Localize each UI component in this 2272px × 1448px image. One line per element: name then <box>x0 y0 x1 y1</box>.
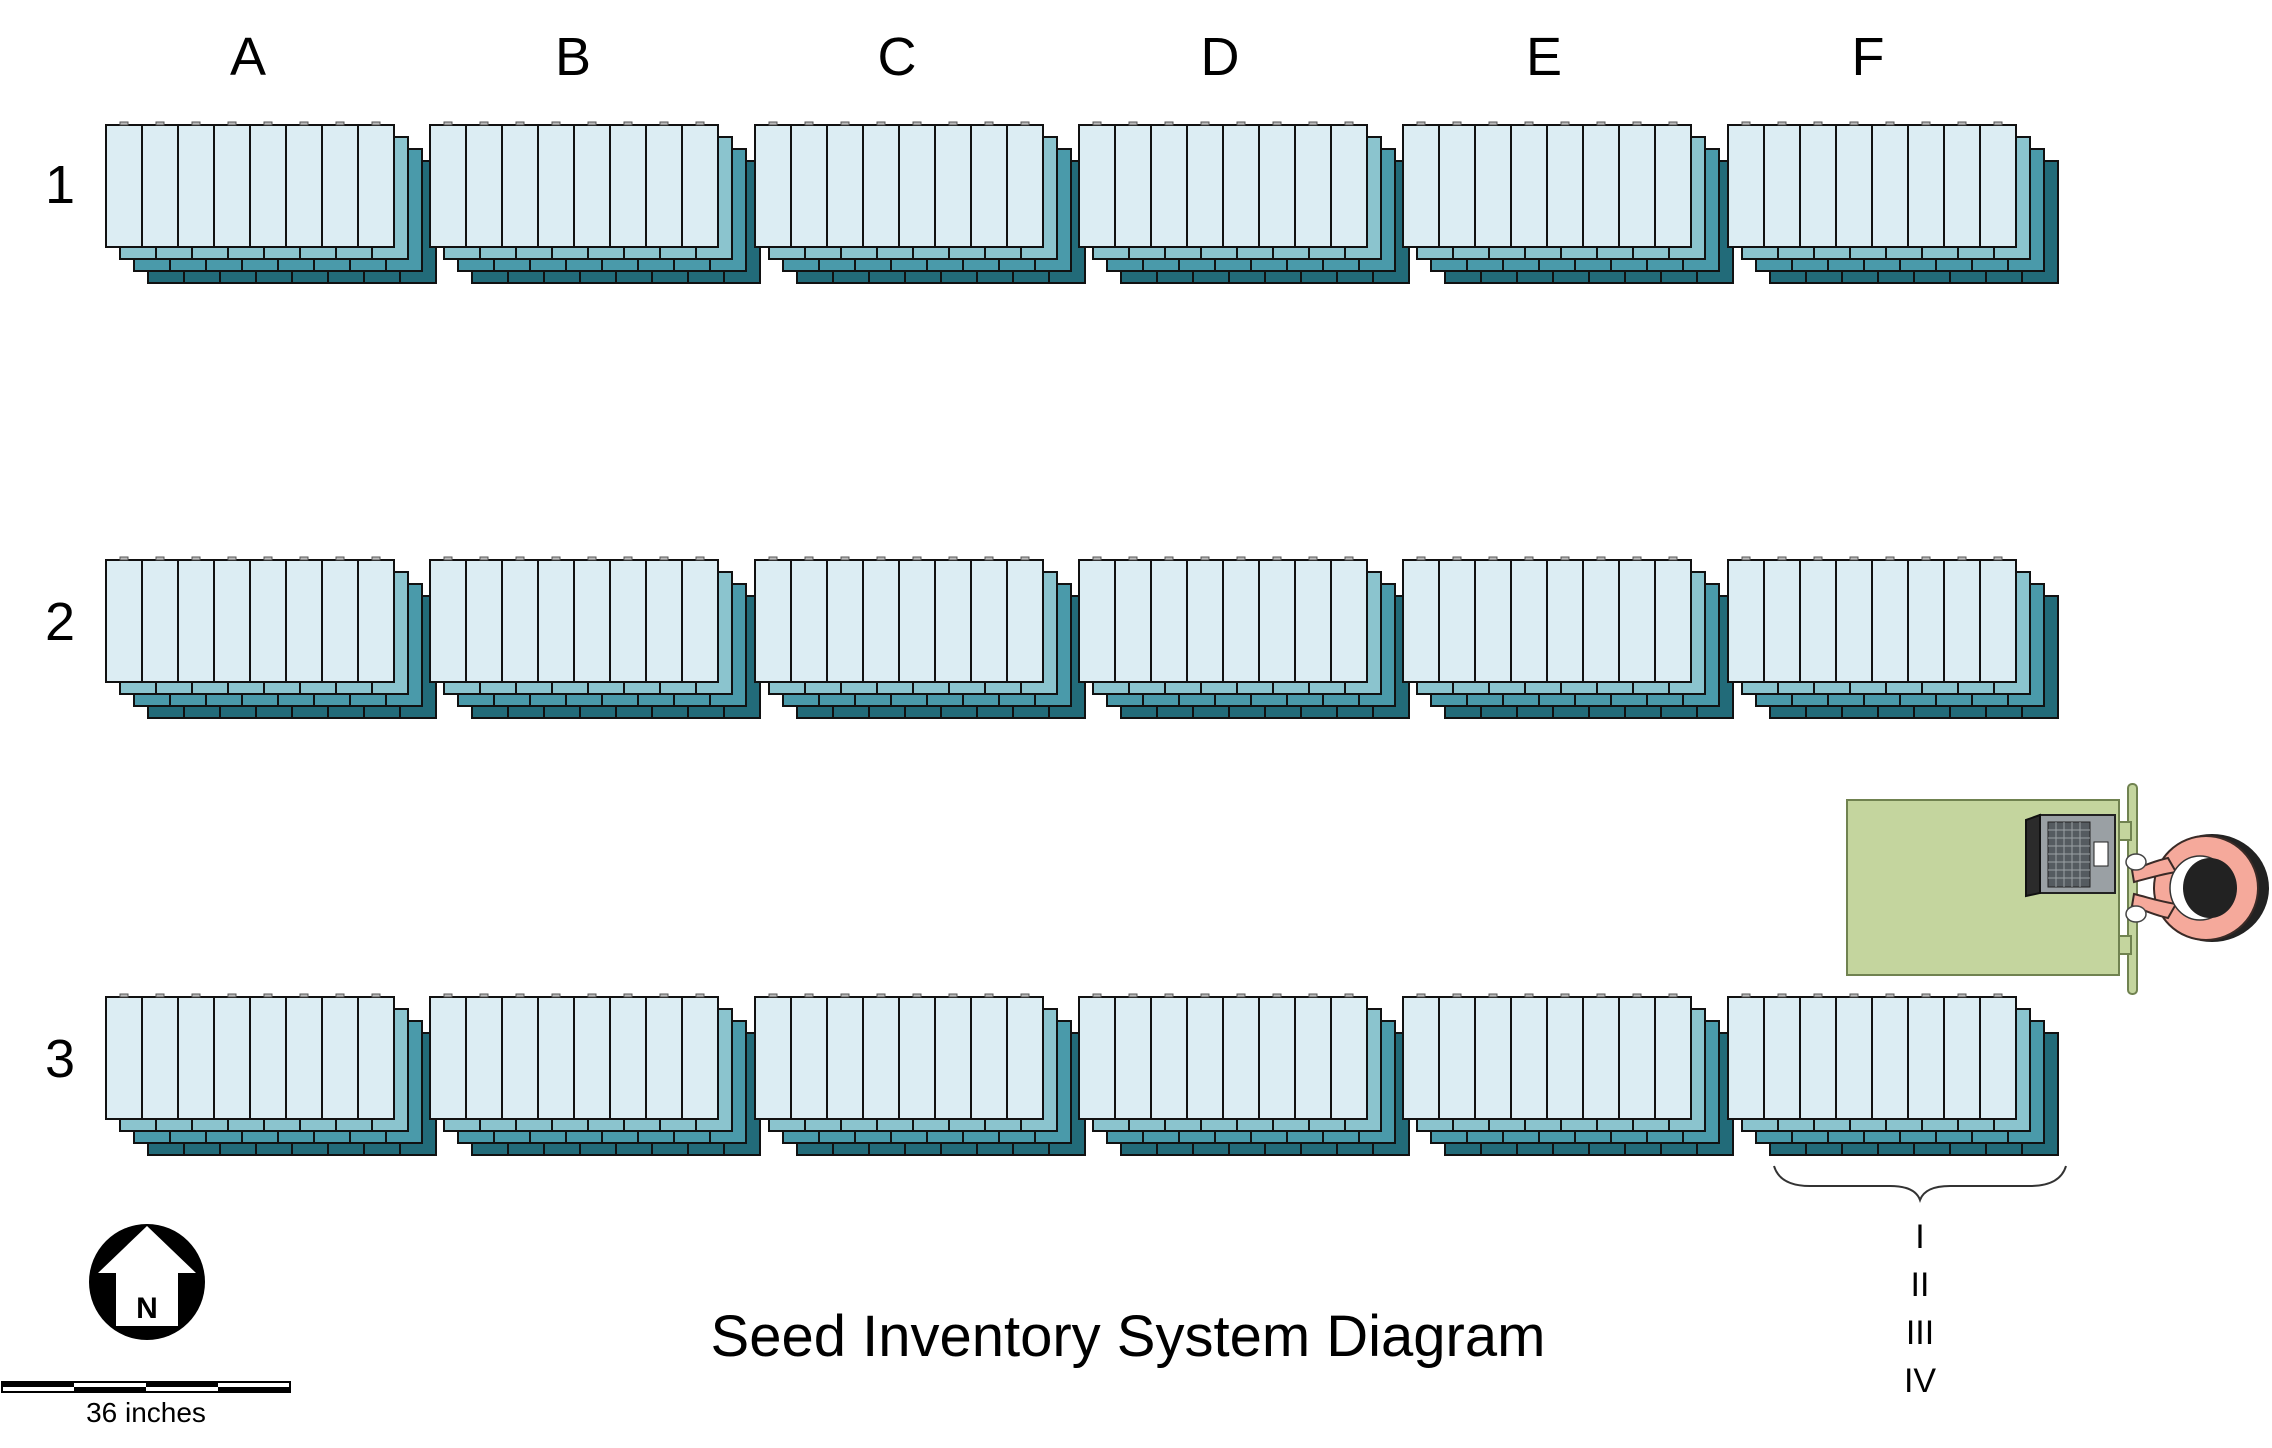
shelf-unit-C3[interactable] <box>754 993 1086 1156</box>
column-label: E <box>1526 27 1562 87</box>
row-label: 3 <box>45 1029 75 1089</box>
column-label: F <box>1852 27 1885 87</box>
layer-labels: I II III IV <box>1904 1218 1936 1400</box>
shelf-unit-F1[interactable] <box>1727 121 2059 284</box>
shelf-layer <box>429 556 719 683</box>
shelf-layer <box>1727 121 2017 248</box>
row-label: 1 <box>45 155 75 215</box>
shelf-unit-E2[interactable] <box>1402 556 1734 719</box>
shelf-layer <box>1727 556 2017 683</box>
laptop-icon <box>2025 813 2116 898</box>
shelf-layer <box>1402 121 1692 248</box>
layer-label: IV <box>1904 1362 1936 1400</box>
shelf-unit-E3[interactable] <box>1402 993 1734 1156</box>
shelf-layer <box>105 556 395 683</box>
layer-label: I <box>1915 1218 1924 1256</box>
layer-label: II <box>1911 1266 1930 1304</box>
shelf-unit-A3[interactable] <box>105 993 437 1156</box>
column-label: B <box>555 27 591 87</box>
shelf-layer <box>429 121 719 248</box>
shelf-layer <box>1727 993 2017 1120</box>
shelf-layer <box>1078 993 1368 1120</box>
shelf-unit-B1[interactable] <box>429 121 761 284</box>
shelf-layer <box>105 993 395 1120</box>
north-arrow-icon: N <box>89 1224 205 1340</box>
shelf-unit-A1[interactable] <box>105 121 437 284</box>
shelf-unit-D2[interactable] <box>1078 556 1410 719</box>
shelf-layer <box>754 121 1044 248</box>
column-label: D <box>1201 27 1240 87</box>
shelf-layer <box>1078 121 1368 248</box>
shelf-layer <box>429 993 719 1120</box>
shelf-unit-B3[interactable] <box>429 993 761 1156</box>
row-labels: 1 2 3 <box>45 155 75 1089</box>
shelf-layer <box>754 556 1044 683</box>
shelf-unit-C1[interactable] <box>754 121 1086 284</box>
shelf-unit-F2[interactable] <box>1727 556 2059 719</box>
row-label: 2 <box>45 592 75 652</box>
workstation <box>1846 783 2269 995</box>
shelf-unit-F3[interactable] <box>1727 993 2059 1156</box>
shelf-layer <box>1402 556 1692 683</box>
shelf-layer <box>1402 993 1692 1120</box>
shelf-unit-D1[interactable] <box>1078 121 1410 284</box>
shelf-unit-A2[interactable] <box>105 556 437 719</box>
shelf-unit-E1[interactable] <box>1402 121 1734 284</box>
shelf-layer <box>105 121 395 248</box>
shelf-layer <box>1078 556 1368 683</box>
shelf-unit-D3[interactable] <box>1078 993 1410 1156</box>
layer-label: III <box>1906 1314 1934 1352</box>
north-label: N <box>136 1292 158 1325</box>
column-label: C <box>878 27 917 87</box>
shelf-unit-C2[interactable] <box>754 556 1086 719</box>
shelf-layer <box>754 993 1044 1120</box>
chair-bar-icon <box>2127 783 2138 995</box>
shelf-unit-B2[interactable] <box>429 556 761 719</box>
scale-bar-label: 36 inches <box>86 1397 206 1428</box>
person-icon <box>2125 834 2269 942</box>
column-headers: A B C D E F <box>230 27 1885 87</box>
shelf-grid <box>105 121 2059 1156</box>
column-label: A <box>230 27 266 87</box>
scale-bar: 36 inches <box>1 1381 291 1428</box>
diagram-title: Seed Inventory System Diagram <box>711 1304 1546 1369</box>
layer-bracket <box>1773 1165 2067 1203</box>
